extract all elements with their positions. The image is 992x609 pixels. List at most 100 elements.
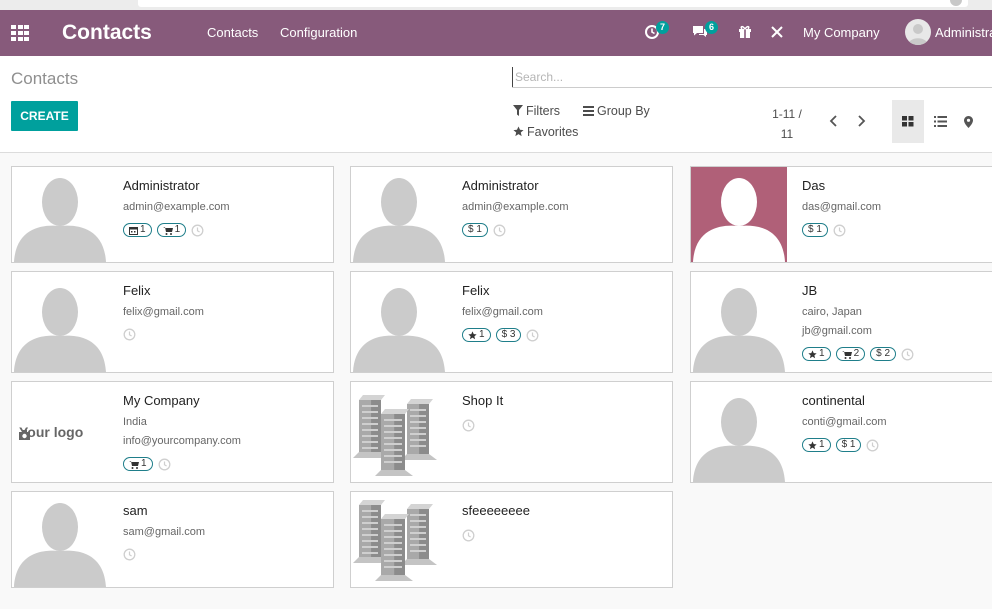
activity-clock-icon[interactable] <box>123 548 136 561</box>
breadcrumb: Contacts <box>11 69 79 88</box>
stat-button-cart[interactable]: 1 <box>156 223 187 237</box>
contact-name: Felix <box>123 283 151 298</box>
star-icon <box>513 126 524 137</box>
contact-name: continental <box>802 393 865 408</box>
company-switcher[interactable]: My Company <box>803 25 880 40</box>
contact-detail-line: admin@example.com <box>462 201 569 213</box>
contact-stat-tags: 1 $ 1 <box>802 438 879 452</box>
bars-icon <box>583 106 594 116</box>
activity-clock-icon[interactable] <box>833 224 846 237</box>
funnel-icon <box>513 105 523 116</box>
stat-count: 3 <box>509 329 516 340</box>
stat-button-invoiced[interactable]: $ 1 <box>802 223 828 237</box>
contact-name: Administrator <box>462 178 539 193</box>
create-button[interactable]: CREATE <box>11 101 78 131</box>
activity-clock-icon[interactable] <box>526 329 539 342</box>
stat-button-star[interactable]: 1 <box>462 328 491 342</box>
stat-button-star[interactable]: 1 <box>802 438 831 452</box>
contact-card[interactable]: continental conti@gmail.com 1 $ 1 <box>690 381 992 483</box>
contact-stat-tags: $ 1 <box>462 223 506 237</box>
contact-card[interactable]: Das das@gmail.com $ 1 <box>690 166 992 263</box>
stat-count: 1 <box>816 224 822 235</box>
contact-card[interactable]: Felix felix@gmail.com <box>11 271 334 373</box>
stat-count: 1 <box>819 348 825 359</box>
gift-icon[interactable] <box>737 22 759 44</box>
activity-clock-icon[interactable] <box>123 328 136 341</box>
pager-previous-icon[interactable] <box>827 114 841 128</box>
messages-icon[interactable] <box>691 22 713 44</box>
contact-card[interactable]: sam sam@gmail.com <box>11 491 334 588</box>
stat-count: 1 <box>819 439 825 450</box>
menu-configuration[interactable]: Configuration <box>280 25 358 40</box>
search-input[interactable] <box>512 67 982 87</box>
user-avatar[interactable] <box>905 19 931 45</box>
stat-button-invoiced[interactable]: $ 1 <box>835 438 862 452</box>
pager-total: 11 <box>780 127 794 141</box>
stat-button-invoiced[interactable]: $ 2 <box>870 347 897 361</box>
contact-name: JB <box>802 283 818 298</box>
dollar-icon: $ <box>501 329 510 340</box>
contact-stat-tags <box>462 419 475 432</box>
stat-button-invoiced[interactable]: $ 3 <box>495 328 522 342</box>
pager-next-icon[interactable] <box>854 114 868 128</box>
contact-name: Administrator <box>123 178 200 193</box>
app-brand[interactable]: Contacts <box>62 21 152 44</box>
view-kanban-button[interactable] <box>892 100 924 143</box>
user-menu[interactable]: Administrator <box>935 25 992 40</box>
contact-card[interactable]: sfeeeeeeee <box>350 491 673 588</box>
contact-detail-line: admin@example.com <box>123 201 230 213</box>
contact-card[interactable]: JB cairo, Japan jb@gmail.com 1 2 $ 2 <box>690 271 992 373</box>
activity-count-badge: 7 <box>656 21 670 34</box>
contact-stat-tags: 1 $ 3 <box>462 328 539 342</box>
contact-card[interactable]: Administrator admin@example.com $ 1 <box>350 166 673 263</box>
activity-clock-icon[interactable] <box>493 224 506 237</box>
apps-menu-icon[interactable] <box>11 25 29 41</box>
contact-detail-line: jb@gmail.com <box>802 325 872 337</box>
filters-label: Filters <box>526 104 561 118</box>
browser-profile-icon[interactable] <box>950 0 962 6</box>
company-logo: Your logo <box>12 382 108 482</box>
menu-contacts[interactable]: Contacts <box>207 25 259 40</box>
browser-address-bar[interactable] <box>138 0 968 7</box>
contact-card[interactable]: Shop It <box>350 381 673 483</box>
contact-card[interactable]: Felix felix@gmail.com 1 $ 3 <box>350 271 673 373</box>
contact-avatar-placeholder <box>351 272 447 372</box>
stat-button-cart[interactable]: 1 <box>123 457 153 471</box>
dollar-icon: $ <box>808 224 817 235</box>
stat-count: 1 <box>141 458 147 469</box>
stat-button-invoiced[interactable]: $ 1 <box>462 223 488 237</box>
activity-clock-icon[interactable] <box>462 419 475 432</box>
debug-tools-icon[interactable] <box>769 22 791 44</box>
contact-name: sam <box>123 503 148 518</box>
stat-button-star[interactable]: 1 <box>802 347 831 361</box>
stat-count: 1 <box>140 224 146 235</box>
top-navbar: Contacts Contacts Configuration 7 6 My C… <box>0 10 992 56</box>
view-list-button[interactable] <box>924 100 956 143</box>
contact-card[interactable]: Administrator admin@example.com 1 1 <box>11 166 334 263</box>
contact-stat-tags: $ 1 <box>802 223 846 237</box>
browser-toolbar-strip <box>0 0 992 10</box>
view-map-button[interactable] <box>954 100 986 143</box>
contact-name: Felix <box>462 283 490 298</box>
contact-stat-tags <box>123 328 136 341</box>
activity-clock-icon[interactable] <box>901 348 914 361</box>
dollar-icon: $ <box>876 348 885 359</box>
pager-value[interactable]: 1-11 / 11 <box>762 104 812 144</box>
control-panel: Contacts CREATE Filters Group By Favorit… <box>0 56 992 153</box>
favorites-button[interactable]: Favorites <box>513 125 578 139</box>
contact-name: My Company <box>123 393 200 408</box>
activity-clock-icon[interactable] <box>866 439 879 452</box>
filters-button[interactable]: Filters <box>513 104 560 118</box>
activity-clock-icon[interactable] <box>462 529 475 542</box>
dollar-icon: $ <box>841 439 850 450</box>
activity-clock-icon[interactable] <box>191 224 204 237</box>
group-by-button[interactable]: Group By <box>583 104 650 118</box>
stat-button-calendar[interactable]: 1 <box>123 223 152 237</box>
stat-button-cart[interactable]: 2 <box>835 347 866 361</box>
cart-icon <box>129 460 141 469</box>
favorites-label: Favorites <box>527 125 579 139</box>
contact-detail-line: felix@gmail.com <box>123 306 204 318</box>
activity-clock-icon[interactable] <box>158 458 171 471</box>
contact-card[interactable]: Your logo My Company India info@yourcompany… <box>11 381 334 483</box>
